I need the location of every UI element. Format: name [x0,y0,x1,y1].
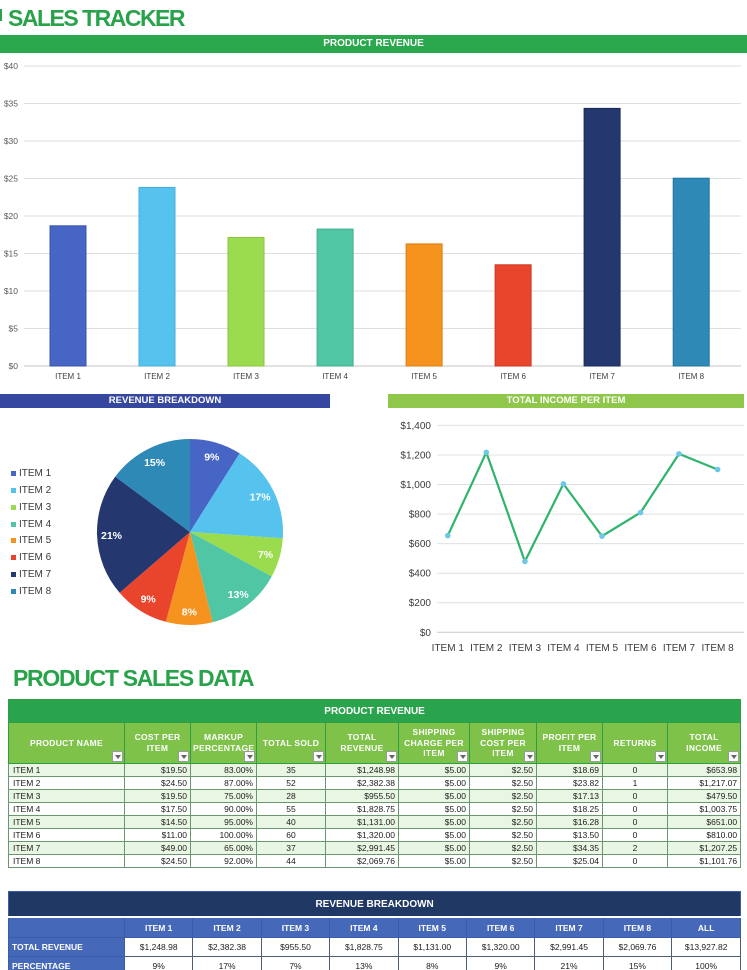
svg-text:ITEM 2: ITEM 2 [144,372,170,381]
svg-text:ITEM 3: ITEM 3 [233,372,259,381]
svg-text:$600: $600 [409,539,432,550]
svg-text:$800: $800 [409,510,432,521]
svg-text:ITEM 4: ITEM 4 [322,372,348,381]
svg-text:ITEM 5: ITEM 5 [411,372,437,381]
svg-text:9%: 9% [204,452,220,464]
svg-text:21%: 21% [101,530,123,542]
svg-text:ITEM 4: ITEM 4 [547,643,580,654]
svg-text:ITEM 6: ITEM 6 [500,372,526,381]
svg-text:13%: 13% [228,589,250,601]
svg-text:ITEM 8: ITEM 8 [701,643,734,654]
svg-text:17%: 17% [250,491,272,503]
svg-text:$15: $15 [4,249,18,259]
svg-text:$25: $25 [4,174,18,184]
svg-text:ITEM 7: ITEM 7 [663,643,696,654]
svg-text:7%: 7% [258,549,274,561]
svg-text:ITEM 6: ITEM 6 [624,643,657,654]
svg-text:$20: $20 [4,211,18,221]
svg-text:ITEM 7: ITEM 7 [589,372,615,381]
svg-text:$35: $35 [4,99,18,109]
svg-text:$30: $30 [4,136,18,146]
svg-text:$1,200: $1,200 [400,451,431,462]
svg-text:ITEM 3: ITEM 3 [509,643,542,654]
svg-text:ITEM 1: ITEM 1 [432,643,465,654]
svg-text:$400: $400 [409,569,432,580]
svg-text:$10: $10 [4,286,18,296]
svg-text:ITEM 1: ITEM 1 [55,372,81,381]
svg-text:8%: 8% [182,607,198,619]
svg-text:$5: $5 [9,324,19,334]
svg-text:$1,000: $1,000 [400,480,431,491]
svg-text:$0: $0 [9,361,19,371]
svg-text:9%: 9% [141,594,157,606]
svg-text:$200: $200 [409,598,432,609]
svg-text:$40: $40 [4,61,18,71]
svg-text:ITEM 8: ITEM 8 [678,372,704,381]
svg-text:ITEM 5: ITEM 5 [586,643,619,654]
svg-text:ITEM 2: ITEM 2 [470,643,503,654]
svg-text:$1,400: $1,400 [400,421,431,432]
svg-text:15%: 15% [144,457,166,469]
svg-text:$0: $0 [420,628,432,639]
